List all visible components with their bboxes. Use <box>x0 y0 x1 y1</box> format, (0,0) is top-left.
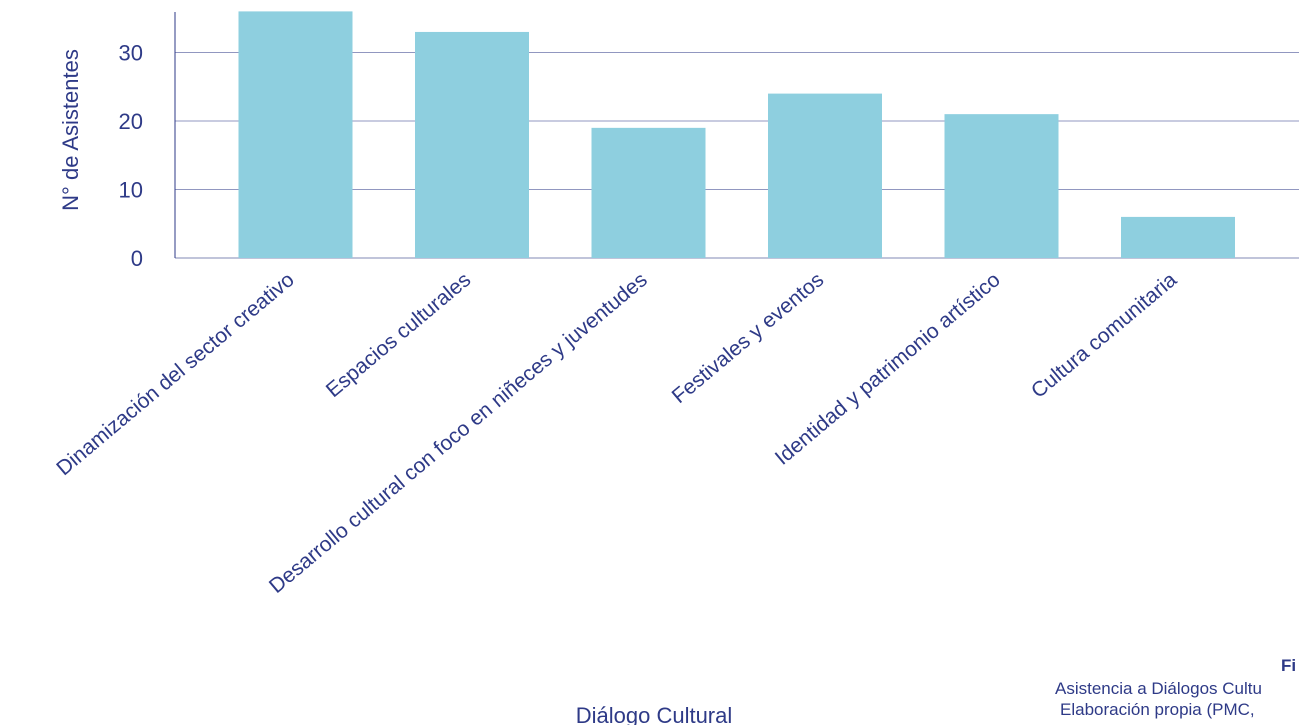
caption-line-1: Asistencia a Diálogos Cultu <box>1055 679 1262 698</box>
x-category-labels: Dinamización del sector creativo Espacios… <box>52 268 1181 598</box>
y-tick-label: 10 <box>119 178 143 203</box>
x-axis-title: Diálogo Cultural <box>576 703 733 725</box>
x-category-label: Espacios culturales <box>322 268 475 402</box>
bars <box>238 11 1235 259</box>
x-category-label: Cultura comunitaria <box>1027 268 1182 403</box>
bar-4 <box>768 93 882 258</box>
bar-1 <box>238 11 353 259</box>
x-category-label: Desarrollo cultural con foco en niñeces … <box>265 268 652 598</box>
bar-5 <box>944 114 1059 259</box>
x-category-label: Festivales y eventos <box>668 268 829 408</box>
bar-2 <box>415 31 529 259</box>
bar-6 <box>1121 216 1235 258</box>
y-tick-label: 0 <box>131 246 143 271</box>
figure-label: Fi <box>1281 656 1297 675</box>
bar-3 <box>591 127 706 258</box>
y-tick-labels: 0 10 20 30 <box>119 41 143 272</box>
x-category-label: Dinamización del sector creativo <box>52 268 298 480</box>
y-tick-label: 20 <box>119 109 143 134</box>
gridlines <box>175 52 1299 259</box>
caption-line-2: Elaboración propia (PMC, <box>1060 700 1255 719</box>
y-axis-title: N° de Asistentes <box>58 49 83 211</box>
y-tick-label: 30 <box>119 41 143 66</box>
